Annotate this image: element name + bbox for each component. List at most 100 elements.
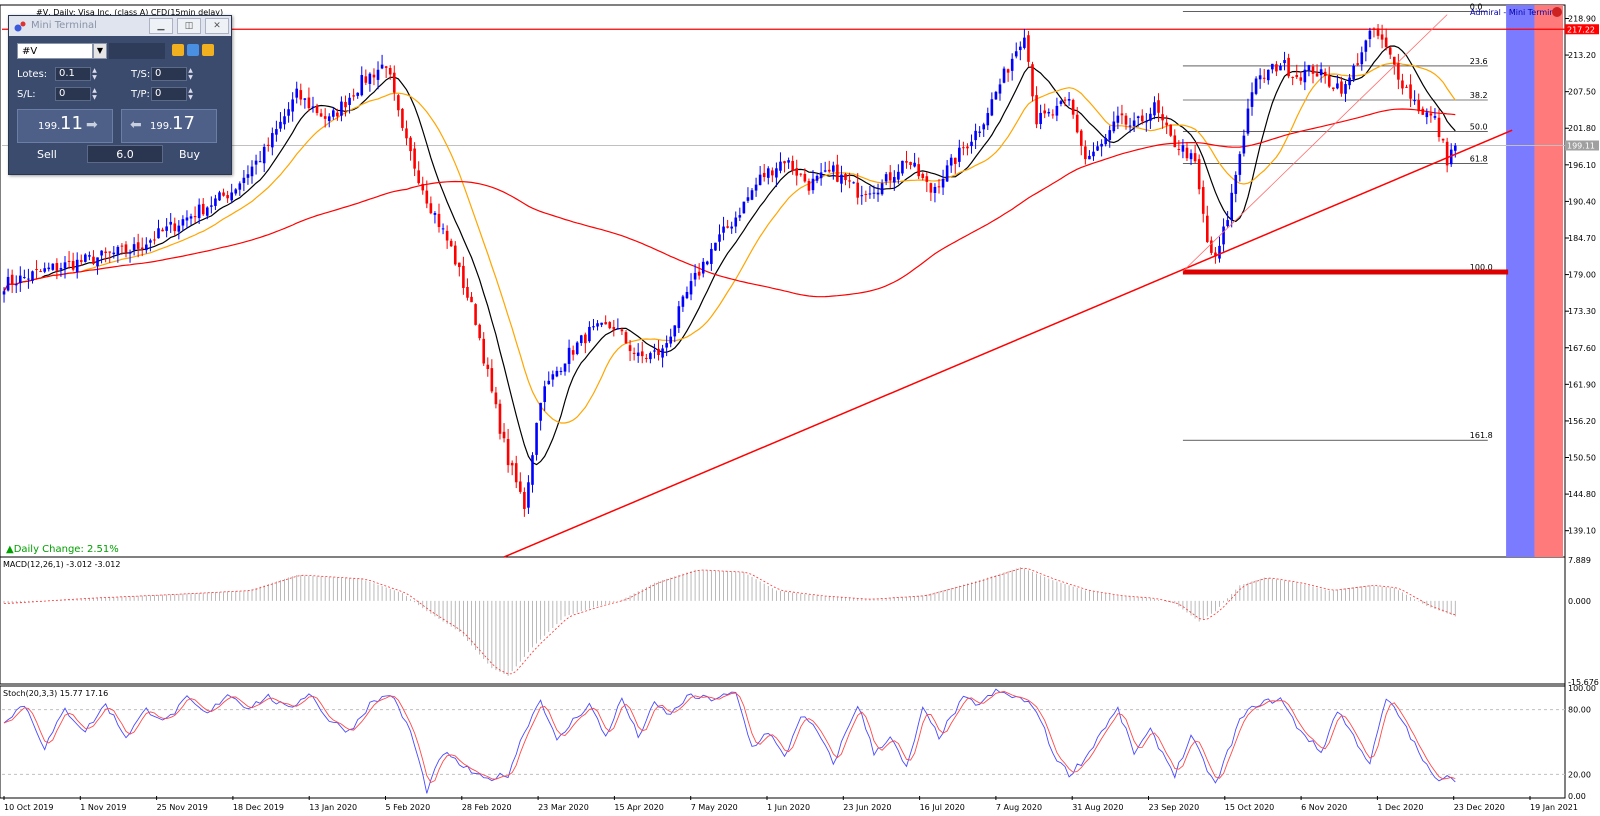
candle-body xyxy=(474,304,477,325)
lots-input[interactable]: 0.1 xyxy=(55,67,91,81)
restore-button[interactable]: ◫ xyxy=(177,18,201,34)
buy-price-button[interactable]: ⬅ 199. 17 xyxy=(121,109,217,143)
candle-body xyxy=(140,247,144,249)
tp-stepper-icon[interactable]: ▲ ▼ xyxy=(188,87,193,101)
candle-body xyxy=(909,162,912,166)
candle-body xyxy=(986,113,990,126)
candle-body xyxy=(262,146,266,164)
candle-body xyxy=(649,353,652,360)
candle-body xyxy=(539,402,542,421)
buy-button[interactable]: Buy xyxy=(179,148,201,161)
expand-icon[interactable] xyxy=(202,44,214,56)
x-tick-label: 5 Feb 2020 xyxy=(386,803,431,812)
ts-input[interactable]: 0 xyxy=(151,67,187,81)
candle-body xyxy=(287,109,290,116)
minimize-button[interactable]: ▁ xyxy=(149,18,173,34)
candle-body xyxy=(1275,64,1278,72)
candle-body xyxy=(726,226,729,228)
candle-body xyxy=(754,184,758,191)
candle-body xyxy=(722,226,725,233)
candle-body xyxy=(758,174,762,186)
candle-body xyxy=(645,357,648,359)
candle-body xyxy=(10,274,14,285)
ma-line-MA-mid xyxy=(3,62,1456,424)
candle-body xyxy=(218,192,221,201)
close-button[interactable]: ✕ xyxy=(205,18,229,34)
candle-body xyxy=(738,215,742,218)
candle-body xyxy=(79,260,83,262)
candle-body xyxy=(226,195,229,199)
candle-body xyxy=(913,162,916,167)
candle-body xyxy=(815,175,819,181)
candle-body xyxy=(340,101,343,116)
sell-button[interactable]: Sell xyxy=(37,148,57,161)
candle-body xyxy=(734,217,738,227)
ts-stepper-icon[interactable]: ▲ ▼ xyxy=(188,67,193,81)
x-tick-label: 13 Jan 2020 xyxy=(309,803,357,812)
candle-body xyxy=(494,392,498,405)
candle-body xyxy=(775,168,778,178)
candle-body xyxy=(275,129,278,135)
candle-body xyxy=(445,230,449,241)
candle-body xyxy=(283,116,286,125)
candle-body xyxy=(2,291,6,295)
candle-body xyxy=(250,166,254,177)
mini-terminal-titlebar[interactable]: Mini Terminal ▁ ◫ ✕ xyxy=(9,16,231,36)
candle-body xyxy=(332,110,335,117)
symbol-select[interactable]: #V xyxy=(17,43,93,59)
candle-body xyxy=(6,276,10,291)
candle-body xyxy=(640,351,644,357)
candle-body xyxy=(1136,116,1140,119)
y-tick-label: 150.50 xyxy=(1568,454,1596,463)
candle-body xyxy=(1104,137,1107,145)
candle-body xyxy=(868,193,872,195)
candle-body xyxy=(254,160,258,165)
candle-body xyxy=(1234,174,1238,194)
candle-body xyxy=(624,332,628,344)
candle-body xyxy=(1291,76,1294,78)
candle-body xyxy=(441,228,445,230)
price-tag-label: 217.22 xyxy=(1567,25,1595,34)
candle-body xyxy=(327,116,331,121)
volume-input[interactable]: 6.0 xyxy=(87,145,163,163)
candle-body xyxy=(551,374,555,380)
shaded-zone-0 xyxy=(1506,5,1535,557)
sl-input[interactable]: 0 xyxy=(55,87,91,101)
candle-body xyxy=(864,193,868,195)
candle-body xyxy=(632,352,636,355)
candle-body xyxy=(1019,46,1022,51)
candle-body xyxy=(730,226,733,229)
gear-icon[interactable] xyxy=(187,44,199,56)
candle-body xyxy=(303,98,307,100)
candle-body xyxy=(592,326,595,328)
candle-body xyxy=(189,216,193,219)
trendlines xyxy=(503,14,1513,558)
candle-body xyxy=(905,161,908,163)
candle-body xyxy=(1161,114,1164,121)
sl-stepper-icon[interactable]: ▲ ▼ xyxy=(92,87,97,101)
candle-body xyxy=(1340,81,1343,94)
candle-body xyxy=(697,271,701,276)
sell-price-button[interactable]: 199. 11 ➡ xyxy=(17,109,113,143)
candle-body xyxy=(356,92,359,96)
candle-body xyxy=(1413,100,1416,102)
mini-terminal-window[interactable]: Mini Terminal ▁ ◫ ✕ #V ▼ Lotes: 0.1 ▲ ▼ T… xyxy=(8,15,232,175)
candle-body xyxy=(795,168,799,176)
tp-input[interactable]: 0 xyxy=(151,87,187,101)
candle-body xyxy=(1372,28,1376,30)
candle-body xyxy=(689,281,693,295)
candle-body xyxy=(657,348,660,356)
stoch-plot-frame xyxy=(0,685,1566,799)
link-icon[interactable] xyxy=(172,44,184,56)
y-tick-label: 196.10 xyxy=(1568,161,1596,170)
candle-body xyxy=(685,291,689,299)
chevron-down-icon[interactable]: ▼ xyxy=(93,43,107,59)
x-tick-label: 23 Dec 2020 xyxy=(1454,803,1505,812)
candle-body xyxy=(75,259,79,272)
candle-body xyxy=(1218,245,1221,259)
candle-body xyxy=(27,278,30,280)
lots-stepper-icon[interactable]: ▲ ▼ xyxy=(92,67,97,81)
candle-body xyxy=(978,131,981,133)
buy-price-pips: 17 xyxy=(172,113,195,134)
